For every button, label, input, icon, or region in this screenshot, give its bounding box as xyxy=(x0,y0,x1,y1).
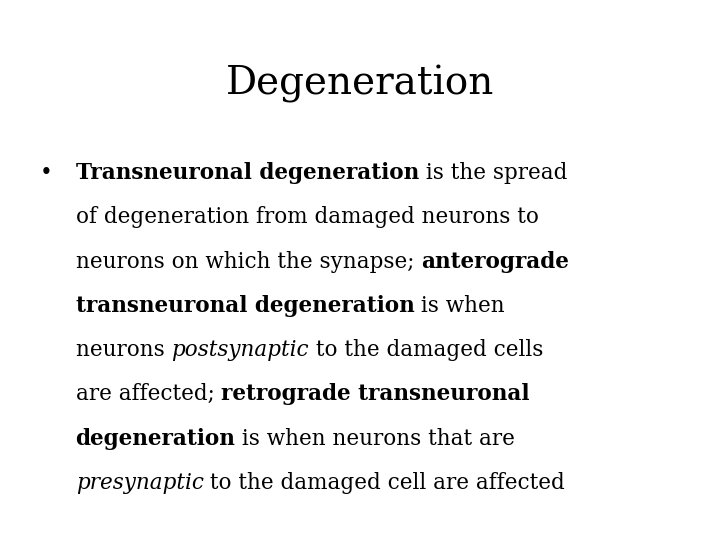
Text: neurons on which the synapse;: neurons on which the synapse; xyxy=(76,251,421,273)
Text: Degeneration: Degeneration xyxy=(226,65,494,103)
Text: transneuronal degeneration: transneuronal degeneration xyxy=(76,295,414,317)
Text: are affected;: are affected; xyxy=(76,383,221,406)
Text: neurons: neurons xyxy=(76,339,171,361)
Text: of degeneration from damaged neurons to: of degeneration from damaged neurons to xyxy=(76,206,539,228)
Text: presynaptic: presynaptic xyxy=(76,472,204,494)
Text: Transneuronal degeneration: Transneuronal degeneration xyxy=(76,162,419,184)
Text: is when: is when xyxy=(414,295,505,317)
Text: postsynaptic: postsynaptic xyxy=(171,339,309,361)
Text: anterograde: anterograde xyxy=(421,251,569,273)
Text: •: • xyxy=(40,162,53,184)
Text: retrograde transneuronal: retrograde transneuronal xyxy=(221,383,530,406)
Text: is the spread: is the spread xyxy=(419,162,567,184)
Text: to the damaged cell are affected: to the damaged cell are affected xyxy=(204,472,565,494)
Text: is when neurons that are: is when neurons that are xyxy=(235,428,516,450)
Text: degeneration: degeneration xyxy=(76,428,235,450)
Text: to the damaged cells: to the damaged cells xyxy=(309,339,543,361)
